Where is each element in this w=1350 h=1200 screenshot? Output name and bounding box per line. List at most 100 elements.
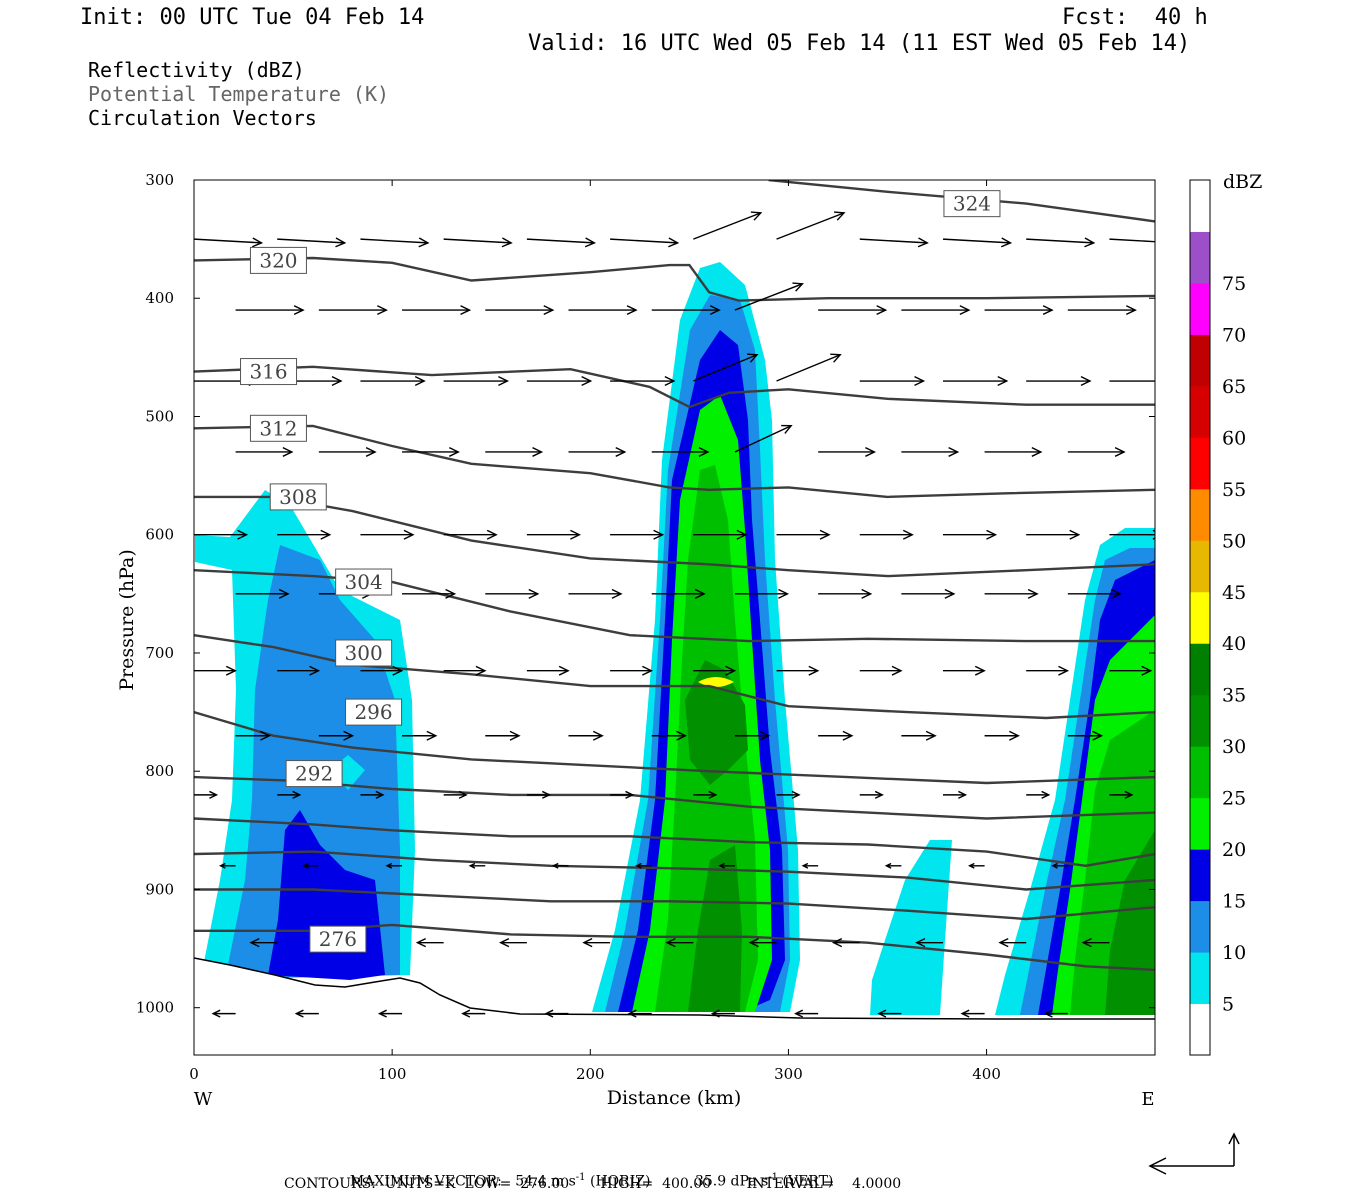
contour-label-box	[335, 639, 393, 667]
vector-head	[998, 938, 1009, 948]
vector-head	[794, 1009, 804, 1018]
vector-head	[582, 938, 593, 948]
contour-label-box	[285, 760, 343, 788]
vector-head	[1092, 730, 1104, 741]
vector-head	[792, 282, 804, 292]
circulation-vectors	[194, 211, 1155, 1018]
colorbar-label: 10	[1222, 942, 1246, 964]
x-tick-label: 100	[378, 1065, 407, 1083]
vector-head	[834, 211, 846, 221]
contour-label-box	[249, 414, 307, 442]
vector-head	[1027, 588, 1039, 599]
colorbar-label: 40	[1222, 633, 1246, 655]
colorbar-label: 70	[1222, 324, 1246, 346]
vector-shaft	[194, 238, 262, 244]
colorbar-frame	[1189, 179, 1211, 1056]
vector-head	[877, 1009, 887, 1018]
y-tick-label: 900	[145, 880, 174, 898]
title-vectors: Circulation Vectors	[88, 106, 317, 130]
init-time: Init: 00 UTC Tue 04 Feb 14	[80, 5, 425, 30]
vector-shaft	[360, 238, 428, 244]
vector-head	[1042, 305, 1054, 316]
vector-head	[1009, 730, 1020, 741]
colorbar-label: 75	[1222, 273, 1246, 295]
max-vector-horiz-exp: -1	[575, 1172, 586, 1183]
max-vector-label: MAXIMUM VECTOR:	[349, 1173, 502, 1190]
vector-head	[748, 938, 759, 948]
vector-head	[1081, 938, 1092, 948]
colorbar-swatch	[1190, 488, 1210, 541]
vector-head	[819, 529, 831, 540]
vector-head	[1069, 529, 1081, 540]
vector-head	[974, 665, 986, 676]
contour-label: 324	[953, 192, 991, 216]
vector-head	[293, 305, 305, 316]
vector-head	[891, 665, 903, 676]
colorbar-label: 45	[1222, 582, 1246, 604]
vector-head	[486, 529, 498, 540]
colorbar-swatch	[1190, 540, 1210, 593]
contour-label-box	[335, 568, 393, 596]
colorbar: 5 10 15 20 25 30 35 40 45 50 55 60 65 70 75	[1189, 179, 1246, 1056]
vector-shaft	[693, 212, 762, 240]
vector-head	[1051, 862, 1058, 869]
theta-contour	[194, 365, 1155, 409]
vector-head	[501, 237, 513, 248]
vector-head	[377, 305, 388, 316]
colorbar-swatch	[1190, 180, 1210, 232]
colorbar-swatch	[1190, 437, 1210, 490]
vector-head	[917, 237, 929, 248]
terrain-line	[194, 957, 1155, 1020]
colorbar-label: 65	[1222, 376, 1246, 398]
colorbar-swatch	[1190, 643, 1210, 696]
terrain-mask	[194, 958, 1155, 1055]
contour-label: 308	[279, 485, 317, 509]
vector-head	[414, 376, 426, 386]
vector-head	[415, 938, 426, 948]
vector-shaft	[1026, 238, 1094, 244]
x-axis-east: E	[1141, 1089, 1154, 1110]
y-tick-label: 400	[145, 289, 174, 307]
vector-head	[1124, 790, 1134, 799]
vector-head	[541, 790, 551, 799]
colorbar-swatch	[1190, 591, 1210, 644]
max-vector-vert: 35.9 dPa s	[694, 1173, 769, 1190]
y-tick-label: 1000	[136, 999, 174, 1017]
x-tick-label: 300	[774, 1065, 803, 1083]
vector-head	[570, 529, 581, 540]
vector-head	[1084, 237, 1096, 248]
vector-head	[615, 446, 627, 457]
vector-head	[676, 730, 688, 741]
vector-head	[251, 237, 264, 248]
vector-head	[458, 790, 468, 799]
max-vector-vert-exp: -1	[768, 1172, 779, 1183]
vector-head	[581, 376, 593, 386]
vector-head	[302, 862, 309, 869]
vector-head	[709, 305, 721, 316]
colorbar-label: 35	[1222, 685, 1246, 707]
colorbar-label: 30	[1222, 736, 1246, 758]
refl-small-5	[870, 840, 952, 1015]
vector-shaft	[859, 238, 928, 244]
vector-head	[1043, 1009, 1053, 1018]
contour-label-box	[309, 925, 367, 953]
vector-head	[925, 730, 937, 741]
vector-head	[958, 790, 968, 799]
vector-head	[365, 446, 377, 457]
vector-head	[884, 862, 892, 869]
vector-head	[543, 305, 555, 316]
vector-head	[718, 862, 725, 869]
theta-contour	[194, 256, 1155, 302]
refl-center-35	[698, 677, 734, 687]
vector-head	[551, 862, 559, 869]
colorbar-swatch	[1190, 746, 1210, 799]
max-vector-horiz-tag: (HORIZ)	[590, 1173, 651, 1190]
x-axis-title: Distance (km)	[607, 1087, 742, 1109]
vector-head	[759, 730, 771, 741]
theta-contour	[194, 710, 1155, 785]
vector-head	[1058, 665, 1070, 676]
colorbar-swatch	[1190, 694, 1210, 747]
vector-shaft	[776, 354, 841, 382]
vector-head	[499, 938, 510, 948]
contour-label: 304	[345, 570, 383, 594]
